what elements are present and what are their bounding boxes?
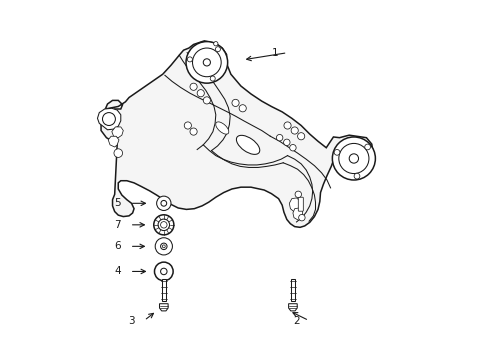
Circle shape bbox=[297, 133, 304, 140]
Circle shape bbox=[298, 215, 305, 221]
Circle shape bbox=[160, 268, 167, 275]
Circle shape bbox=[289, 144, 296, 151]
Polygon shape bbox=[97, 108, 121, 130]
Circle shape bbox=[190, 128, 197, 135]
Circle shape bbox=[283, 139, 289, 145]
Ellipse shape bbox=[215, 122, 228, 134]
Polygon shape bbox=[112, 127, 123, 138]
Polygon shape bbox=[162, 279, 165, 301]
FancyBboxPatch shape bbox=[298, 197, 303, 211]
Circle shape bbox=[294, 191, 301, 198]
Circle shape bbox=[276, 134, 282, 141]
Circle shape bbox=[192, 48, 221, 77]
Circle shape bbox=[203, 97, 210, 104]
Circle shape bbox=[187, 57, 192, 62]
Circle shape bbox=[161, 201, 166, 206]
Polygon shape bbox=[108, 136, 119, 147]
Circle shape bbox=[154, 262, 173, 281]
Circle shape bbox=[332, 137, 375, 180]
Polygon shape bbox=[159, 304, 168, 311]
Circle shape bbox=[239, 105, 246, 112]
Polygon shape bbox=[292, 208, 302, 220]
Circle shape bbox=[184, 122, 191, 129]
Circle shape bbox=[213, 41, 218, 46]
Circle shape bbox=[158, 219, 169, 230]
Circle shape bbox=[153, 215, 174, 235]
Circle shape bbox=[114, 149, 122, 157]
Circle shape bbox=[155, 238, 172, 255]
Text: 4: 4 bbox=[114, 266, 121, 276]
Polygon shape bbox=[101, 41, 372, 227]
Circle shape bbox=[160, 243, 167, 249]
Circle shape bbox=[353, 173, 359, 179]
Circle shape bbox=[197, 90, 204, 97]
Circle shape bbox=[215, 47, 220, 52]
Circle shape bbox=[203, 59, 210, 66]
Polygon shape bbox=[288, 304, 297, 311]
Text: 3: 3 bbox=[128, 316, 135, 325]
Circle shape bbox=[290, 127, 298, 134]
Circle shape bbox=[231, 99, 239, 107]
Circle shape bbox=[333, 149, 339, 155]
Circle shape bbox=[284, 122, 290, 129]
Circle shape bbox=[102, 113, 115, 126]
Circle shape bbox=[210, 76, 215, 81]
Circle shape bbox=[162, 245, 165, 248]
Text: 5: 5 bbox=[114, 198, 121, 208]
Circle shape bbox=[348, 154, 358, 163]
Text: 7: 7 bbox=[114, 220, 121, 230]
Ellipse shape bbox=[236, 135, 259, 154]
Polygon shape bbox=[290, 279, 294, 301]
Circle shape bbox=[364, 144, 370, 150]
Polygon shape bbox=[289, 198, 300, 212]
Circle shape bbox=[185, 41, 227, 83]
Circle shape bbox=[338, 143, 368, 174]
Circle shape bbox=[160, 222, 167, 228]
Text: 1: 1 bbox=[271, 48, 278, 58]
Circle shape bbox=[190, 83, 197, 90]
Text: 6: 6 bbox=[114, 241, 121, 251]
Text: 2: 2 bbox=[293, 316, 300, 325]
Circle shape bbox=[156, 196, 171, 211]
